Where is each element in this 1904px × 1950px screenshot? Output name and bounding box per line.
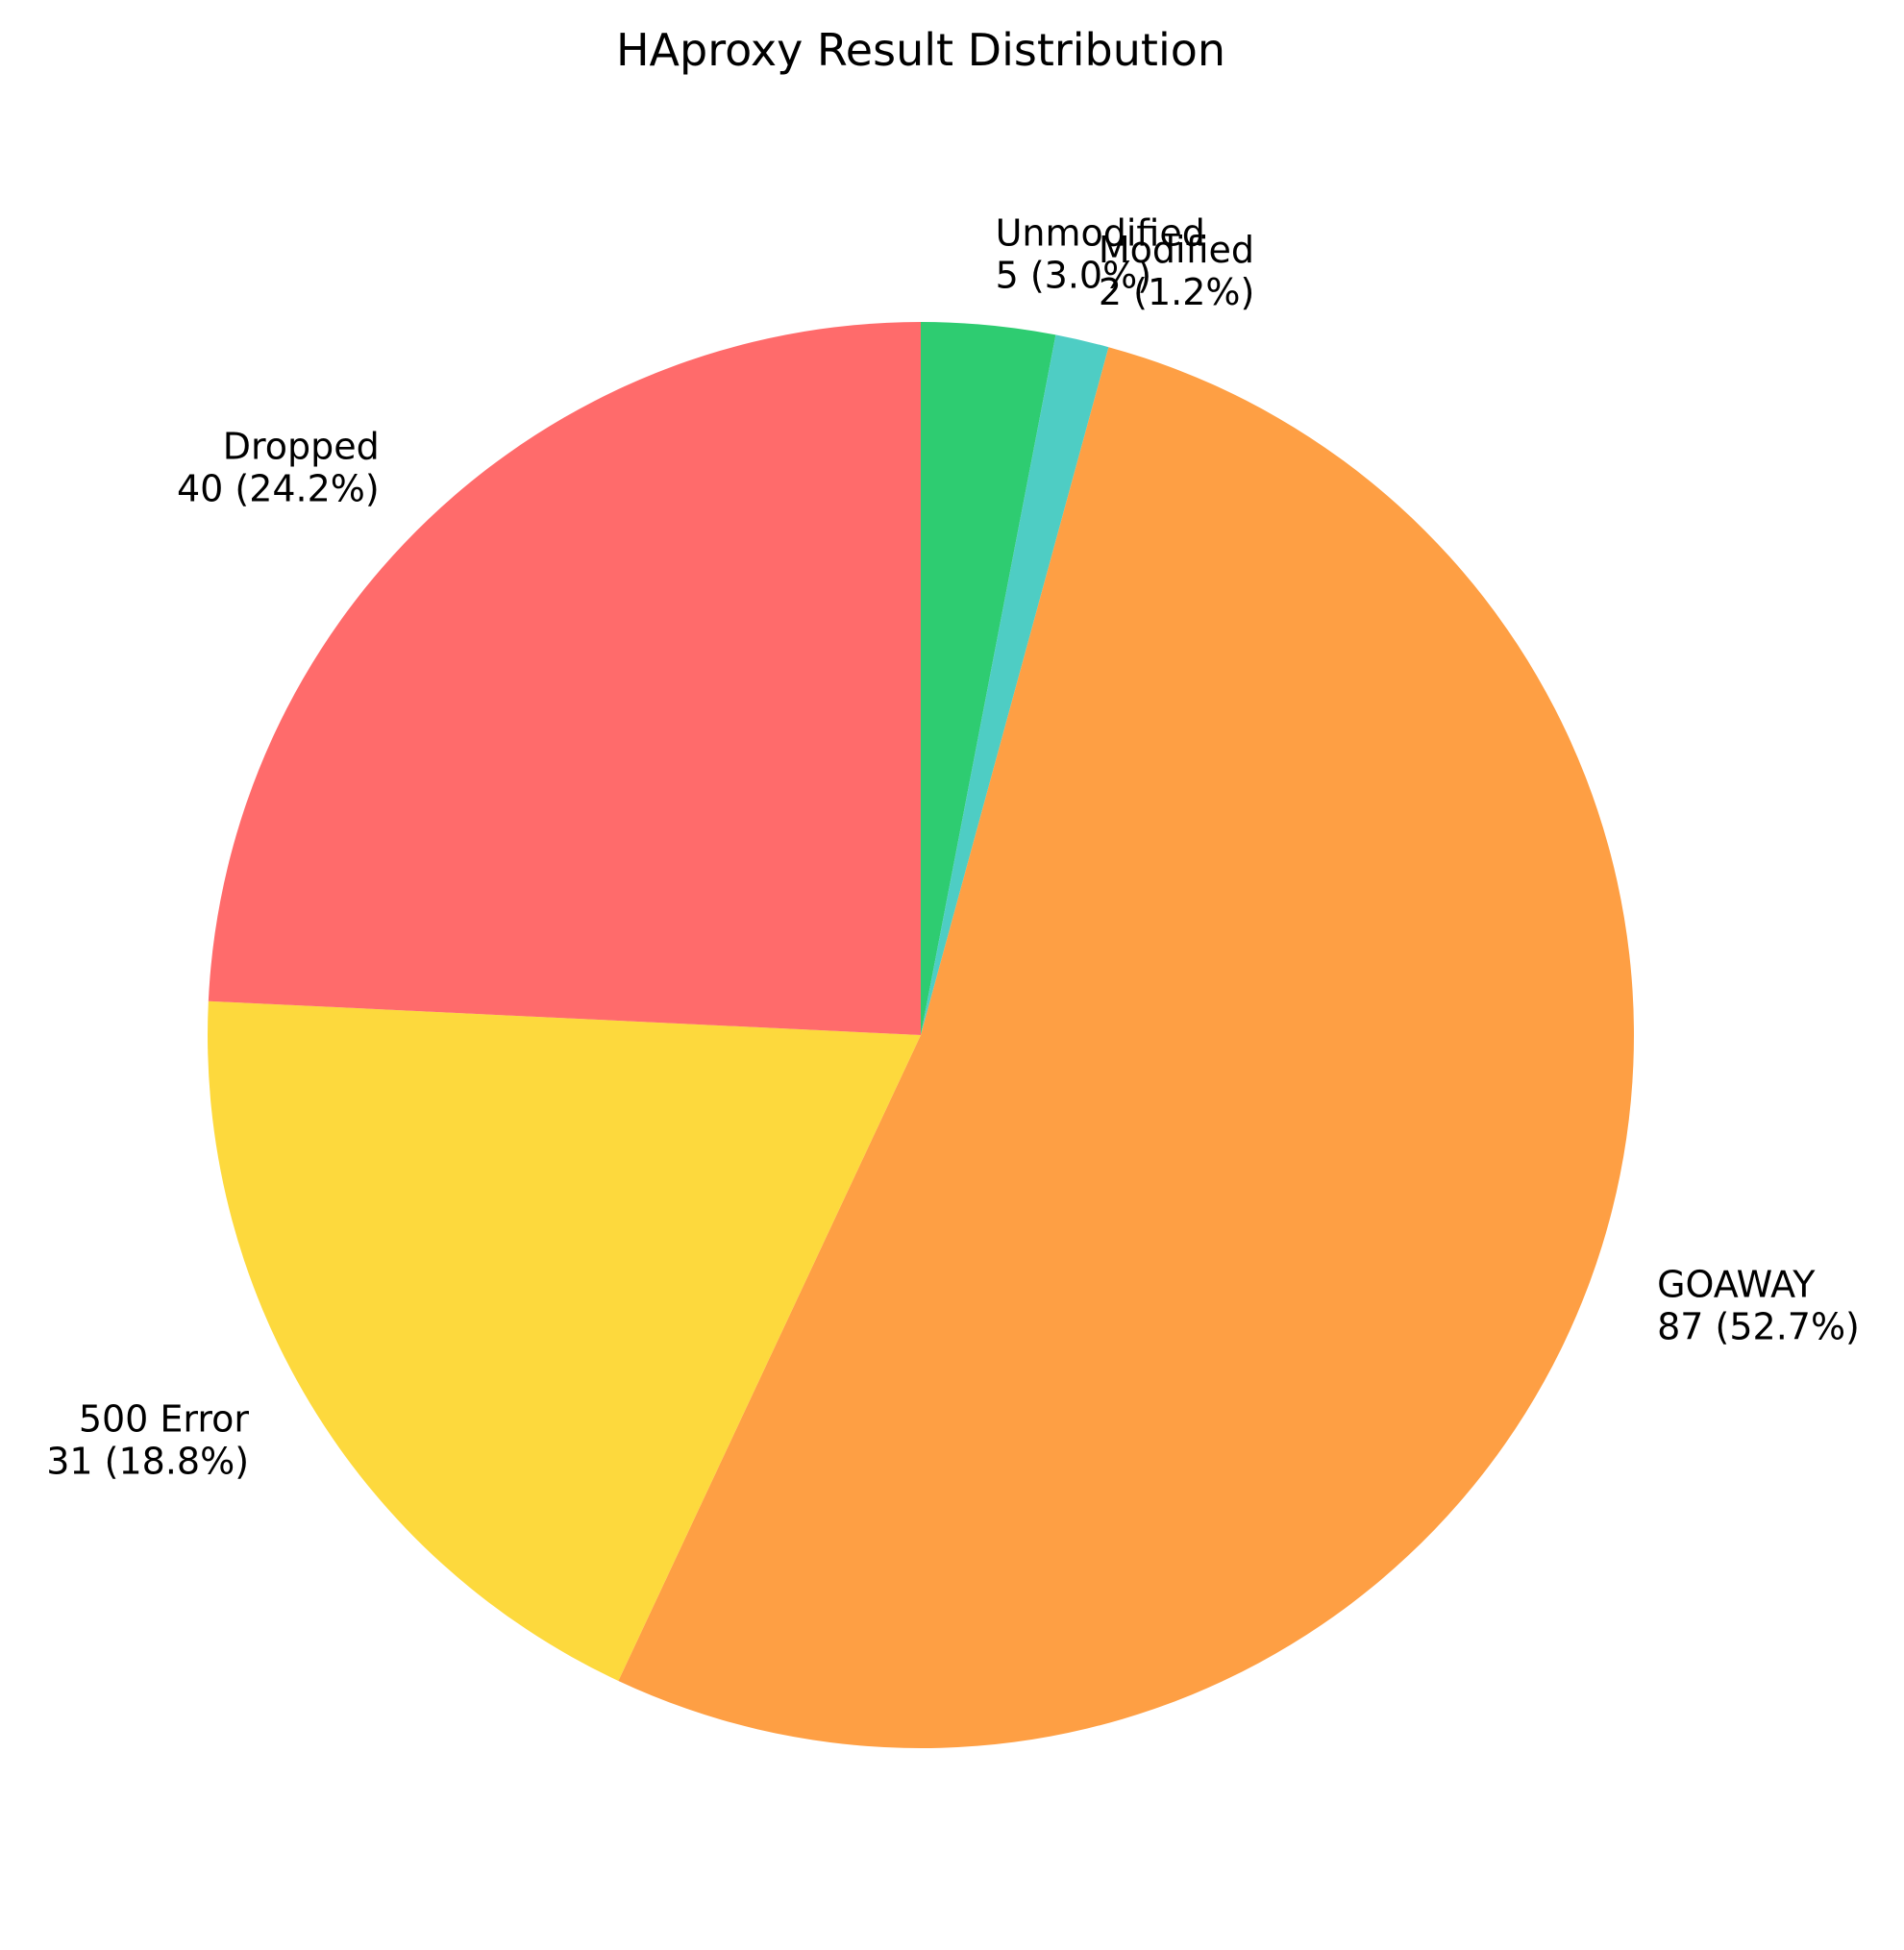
slice-label-modified: Modified 2 (1.2%)	[1099, 229, 1254, 313]
slice-label-name: GOAWAY	[1657, 1264, 1816, 1306]
pie-slice-modified	[921, 334, 1109, 1035]
slice-label-goaway: GOAWAY 87 (52.7%)	[1657, 1264, 1860, 1348]
pie-labels: Unmodified 5 (3.0%)Modified 2 (1.2%) GOAWAY…	[46, 211, 1860, 1482]
slice-label-unmodified: Unmodified 5 (3.0%)	[996, 211, 1205, 296]
slice-label-dropped: Dropped 40 (24.2%)	[177, 425, 380, 509]
slice-label-name: Modified	[1099, 229, 1254, 271]
pie-slice-500-error	[208, 1000, 922, 1681]
slice-label-value: 31 (18.8%)	[46, 1440, 249, 1482]
chart-title: HAproxy Result Distribution	[616, 24, 1225, 76]
slice-label-value: 2 (1.2%)	[1099, 271, 1254, 313]
slice-label-value: 87 (52.7%)	[1657, 1306, 1860, 1348]
pie-slice-unmodified	[921, 322, 1056, 1035]
slice-label-500-error: 500 Error 31 (18.8%)	[46, 1397, 249, 1482]
slice-label-name: 500 Error	[79, 1397, 250, 1440]
slice-label-value: 5 (3.0%)	[996, 254, 1151, 296]
slice-label-value: 40 (24.2%)	[177, 467, 380, 509]
slice-label-name: Unmodified	[996, 211, 1205, 254]
pie-slice-dropped	[208, 322, 921, 1035]
pie-slice-goaway	[618, 347, 1635, 1749]
slice-label-name: Dropped	[223, 425, 380, 467]
pie-slices	[208, 322, 1635, 1749]
